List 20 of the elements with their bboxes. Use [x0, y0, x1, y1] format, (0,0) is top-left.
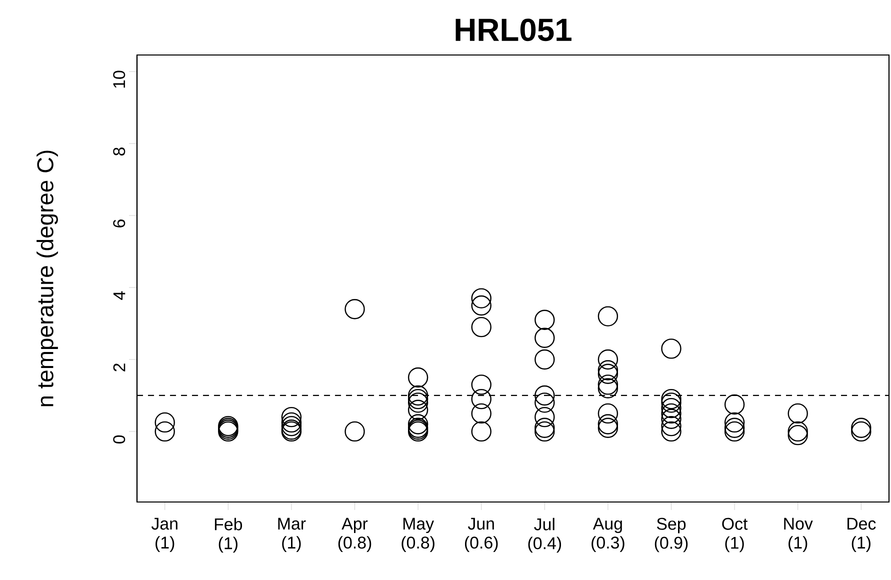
- x-tick-label: Sep (0.9): [654, 518, 688, 552]
- y-tick-label: 10: [113, 70, 126, 88]
- x-tick-label: Oct (1): [722, 518, 748, 552]
- y-tick-label: 2: [113, 364, 126, 372]
- x-tick-label: Apr (0.8): [338, 518, 372, 552]
- x-tick-label: Nov (1): [784, 518, 813, 552]
- x-tick-label: Feb (1): [214, 518, 242, 553]
- y-tick-label: 8: [113, 148, 126, 156]
- x-tick-label: Jul (0.4): [528, 518, 562, 553]
- x-tick-label: Jun (0.6): [464, 518, 498, 552]
- y-tick-label: 0: [113, 435, 126, 444]
- y-tick-label: 4: [113, 291, 126, 300]
- x-tick-label: Jan (1): [151, 518, 178, 552]
- y-tick-label: 6: [113, 220, 126, 228]
- chart-title: HRL051: [456, 18, 572, 42]
- x-tick-label: May (0.8): [402, 518, 434, 552]
- x-tick-label: Aug (0.3): [592, 518, 624, 552]
- x-tick-label: Dec (1): [847, 518, 876, 552]
- y-axis-title: n temperature (degree C): [36, 150, 58, 406]
- x-tick-label: Mar (1): [278, 518, 306, 552]
